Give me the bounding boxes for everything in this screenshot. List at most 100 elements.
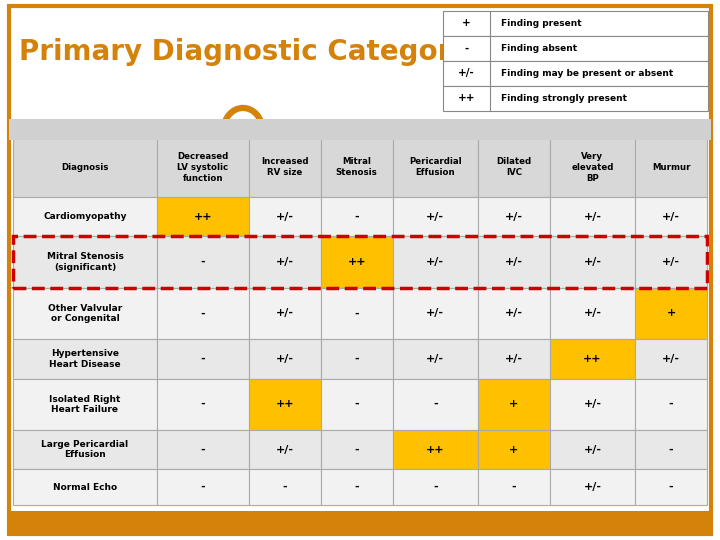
Text: +/-: +/- [426, 308, 444, 319]
Text: ++: ++ [583, 354, 602, 364]
Bar [550, 339, 635, 379]
Text: Decreased
LV systolic
function: Decreased LV systolic function [177, 152, 228, 183]
Text: Murmur: Murmur [652, 163, 690, 172]
Bar [443, 60, 708, 86]
Text: Cardiomyopathy: Cardiomyopathy [43, 212, 127, 221]
Bar [392, 197, 478, 237]
Bar [478, 430, 550, 469]
Text: -: - [201, 308, 205, 319]
Bar [13, 197, 157, 237]
Text: +: + [509, 399, 518, 409]
Text: -: - [433, 399, 438, 409]
Bar [320, 138, 392, 197]
Bar [478, 197, 550, 237]
Text: -: - [669, 482, 673, 492]
Bar [320, 197, 392, 237]
Text: +/-: +/- [276, 212, 294, 221]
Text: -: - [201, 257, 205, 267]
Bar [157, 379, 248, 430]
Bar [13, 237, 707, 288]
Text: Very
elevated
BP: Very elevated BP [571, 152, 613, 183]
Text: +/-: +/- [505, 257, 523, 267]
Bar [157, 237, 248, 288]
Bar [635, 339, 707, 379]
Bar [392, 288, 478, 339]
Bar [478, 138, 550, 197]
Text: Finding present: Finding present [501, 19, 582, 28]
Text: +: + [667, 308, 675, 319]
Bar [248, 288, 320, 339]
Bar [320, 237, 392, 288]
Bar [550, 288, 635, 339]
Bar [320, 339, 392, 379]
Text: -: - [669, 399, 673, 409]
Bar [478, 469, 550, 505]
Bar [392, 237, 478, 288]
Bar [157, 469, 248, 505]
Bar [478, 339, 550, 379]
Text: +/-: +/- [583, 482, 601, 492]
Bar [320, 288, 392, 339]
Bar [392, 138, 478, 197]
Text: Finding strongly present: Finding strongly present [501, 94, 627, 103]
Bar [635, 197, 707, 237]
Text: +/-: +/- [276, 354, 294, 364]
Text: +/-: +/- [426, 212, 444, 221]
Text: +/-: +/- [505, 308, 523, 319]
Text: +: + [509, 444, 518, 455]
Text: -: - [282, 482, 287, 492]
Text: +/-: +/- [662, 354, 680, 364]
Bar [13, 237, 157, 288]
Bar [550, 430, 635, 469]
Bar [13, 430, 157, 469]
Text: Isolated Right
Heart Failure: Isolated Right Heart Failure [49, 395, 121, 414]
Text: -: - [201, 354, 205, 364]
Bar [13, 138, 157, 197]
Text: -: - [201, 444, 205, 455]
Text: ++: ++ [348, 257, 366, 267]
Text: -: - [201, 482, 205, 492]
Text: -: - [354, 482, 359, 492]
Text: +/-: +/- [426, 354, 444, 364]
Text: +/-: +/- [583, 257, 601, 267]
Bar [443, 86, 708, 111]
Text: +/-: +/- [276, 308, 294, 319]
Bar [248, 379, 320, 430]
Text: +/-: +/- [505, 354, 523, 364]
Bar [13, 288, 157, 339]
Text: +/-: +/- [276, 257, 294, 267]
Bar [320, 430, 392, 469]
Bar [248, 197, 320, 237]
Bar [392, 379, 478, 430]
Bar [320, 379, 392, 430]
Text: -: - [354, 444, 359, 455]
Bar [248, 469, 320, 505]
Bar [550, 379, 635, 430]
Text: -: - [669, 444, 673, 455]
Bar [635, 379, 707, 430]
Text: -: - [354, 308, 359, 319]
Bar [550, 469, 635, 505]
Text: +/-: +/- [583, 308, 601, 319]
Bar [157, 430, 248, 469]
Bar [13, 339, 157, 379]
Text: +/-: +/- [276, 444, 294, 455]
Bar [157, 197, 248, 237]
Bar [478, 379, 550, 430]
Bar [635, 288, 707, 339]
Text: Large Pericardial
Effusion: Large Pericardial Effusion [42, 440, 129, 460]
Bar [443, 36, 708, 60]
Text: Normal Echo: Normal Echo [53, 483, 117, 491]
Bar [443, 11, 708, 36]
Text: +/-: +/- [426, 257, 444, 267]
Text: Mitral
Stenosis: Mitral Stenosis [336, 157, 377, 177]
Text: +/-: +/- [583, 212, 601, 221]
Bar [550, 237, 635, 288]
Bar [550, 197, 635, 237]
Text: Hypertensive
Heart Disease: Hypertensive Heart Disease [49, 349, 121, 368]
Text: Other Valvular
or Congenital: Other Valvular or Congenital [48, 303, 122, 323]
Text: ++: ++ [458, 93, 475, 103]
Text: +/-: +/- [583, 444, 601, 455]
Text: ++: ++ [426, 444, 444, 455]
Text: -: - [354, 399, 359, 409]
